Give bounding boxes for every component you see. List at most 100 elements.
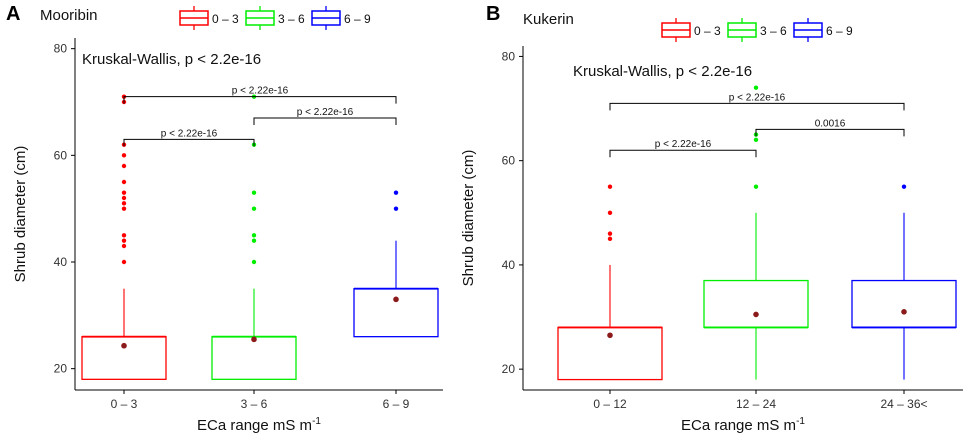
y-tick-label: 20 bbox=[54, 362, 68, 376]
x-tick-label: 12 – 24 bbox=[736, 397, 776, 411]
mean-point bbox=[121, 342, 127, 349]
legend: 0 – 3 3 – 6 6 – 9 bbox=[179, 6, 371, 30]
outlier-point bbox=[121, 163, 127, 169]
bracket-line bbox=[609, 102, 905, 111]
outlier-point bbox=[251, 238, 257, 243]
x-axis-label-superscript: -1 bbox=[796, 416, 805, 427]
x-axis-label-main: ECa range mS m bbox=[681, 417, 796, 434]
outlier-point bbox=[607, 236, 613, 242]
legend-label: 6 – 9 bbox=[826, 24, 853, 38]
site-title: Mooribin bbox=[40, 7, 98, 24]
outlier-point bbox=[121, 153, 127, 158]
outlier-point bbox=[121, 233, 127, 238]
outlier-point bbox=[607, 231, 613, 236]
comparison-bracket: p < 2.22e-16 bbox=[609, 139, 757, 158]
box bbox=[353, 288, 439, 338]
x-axis-label-main: ECa range mS m bbox=[197, 417, 312, 434]
bracket-line bbox=[123, 96, 397, 104]
y-tick-label: 40 bbox=[502, 258, 516, 272]
mean-point bbox=[251, 336, 257, 343]
mean-point bbox=[901, 309, 907, 315]
outlier-point bbox=[121, 190, 127, 195]
outlier-point bbox=[251, 206, 257, 211]
outlier-point bbox=[753, 85, 759, 90]
panel-letter: B bbox=[486, 3, 500, 25]
bracket-line bbox=[609, 149, 757, 158]
x-tick-label: 24 – 36< bbox=[880, 397, 927, 411]
panel-a: A Mooribin 0 – 3 3 – 6 6 – 9 Kruskal-Wallis, … bbox=[6, 3, 443, 434]
box-group: 24 – 36< bbox=[851, 184, 957, 411]
outlier-point bbox=[121, 201, 127, 206]
box bbox=[851, 279, 957, 329]
comparison-label: p < 2.22e-16 bbox=[729, 92, 786, 103]
box-group: 0 – 3 bbox=[81, 94, 167, 411]
outlier-point bbox=[251, 259, 257, 265]
y-axis-label: Shrub diameter (cm) bbox=[12, 146, 29, 283]
box-group: 12 – 24 bbox=[703, 85, 809, 411]
x-tick-label: 0 – 3 bbox=[111, 397, 138, 411]
outlier-point bbox=[607, 210, 613, 215]
outlier-point bbox=[121, 259, 127, 265]
comparison-label: 0.0016 bbox=[815, 118, 846, 129]
comparison-label: p < 2.22e-16 bbox=[232, 86, 289, 97]
test-label: Kruskal-Wallis, p < 2.2e-16 bbox=[573, 63, 752, 80]
outlier-point bbox=[121, 195, 127, 201]
box-group: 3 – 6 bbox=[211, 94, 297, 411]
legend-item: 6 – 9 bbox=[793, 18, 853, 42]
comparison-label: p < 2.22e-16 bbox=[161, 128, 218, 139]
outlier-point bbox=[121, 206, 127, 211]
legend-item: 6 – 9 bbox=[311, 6, 371, 30]
legend-label: 3 – 6 bbox=[760, 24, 787, 38]
legend: 0 – 3 3 – 6 6 – 9 bbox=[661, 18, 853, 42]
x-tick-label: 0 – 12 bbox=[593, 397, 627, 411]
box bbox=[703, 279, 809, 329]
bracket-line bbox=[123, 138, 255, 147]
outlier-point bbox=[753, 184, 759, 189]
x-tick-label: 6 – 9 bbox=[383, 397, 410, 411]
x-tick-label: 3 – 6 bbox=[241, 397, 268, 411]
site-title: Kukerin bbox=[523, 11, 574, 28]
comparison-bracket: 0.0016 bbox=[755, 118, 905, 137]
legend-label: 0 – 3 bbox=[694, 24, 721, 38]
y-tick-label: 60 bbox=[54, 148, 68, 162]
test-label: Kruskal-Wallis, p < 2.2e-16 bbox=[82, 51, 261, 68]
outlier-point bbox=[121, 238, 127, 243]
bracket-line bbox=[253, 117, 397, 125]
y-tick-label: 20 bbox=[502, 362, 516, 376]
outlier-point bbox=[607, 184, 613, 189]
comparison-label: p < 2.22e-16 bbox=[655, 139, 712, 150]
panel-letter: A bbox=[6, 3, 20, 25]
x-axis-label-superscript: -1 bbox=[312, 416, 321, 427]
y-tick-label: 60 bbox=[502, 154, 516, 168]
y-tick-label: 80 bbox=[502, 49, 516, 63]
outlier-point bbox=[121, 243, 127, 249]
comparison-label: p < 2.22e-16 bbox=[297, 107, 354, 118]
comparison-bracket: p < 2.22e-16 bbox=[123, 86, 397, 104]
legend-label: 3 – 6 bbox=[278, 12, 305, 26]
outlier-point bbox=[251, 190, 257, 195]
outlier-point bbox=[901, 184, 907, 189]
y-tick-label: 80 bbox=[54, 42, 68, 56]
mean-point bbox=[393, 296, 399, 303]
y-axis-label: Shrub diameter (cm) bbox=[460, 150, 477, 287]
outlier-point bbox=[753, 137, 759, 143]
outlier-point bbox=[121, 179, 127, 185]
mean-point bbox=[753, 311, 759, 318]
box-group: 0 – 12 bbox=[557, 184, 663, 411]
legend-item: 3 – 6 bbox=[727, 18, 787, 42]
outlier-point bbox=[393, 206, 399, 211]
y-tick-label: 40 bbox=[54, 255, 68, 269]
x-axis-label: ECa range mS m-1 bbox=[197, 416, 321, 434]
panel-b: B Kukerin 0 – 3 3 – 6 6 – 9 Kruskal-Wallis, p… bbox=[460, 3, 963, 434]
mean-point bbox=[607, 332, 613, 339]
x-axis-label: ECa range mS m-1 bbox=[681, 416, 805, 434]
legend-item: 3 – 6 bbox=[245, 6, 305, 30]
outlier-point bbox=[393, 190, 399, 195]
comparison-bracket: p < 2.22e-16 bbox=[123, 128, 255, 147]
outlier-point bbox=[251, 233, 257, 238]
legend-item: 0 – 3 bbox=[661, 18, 721, 42]
legend-item: 0 – 3 bbox=[179, 6, 239, 30]
box bbox=[211, 336, 297, 380]
comparison-bracket: p < 2.22e-16 bbox=[609, 92, 905, 111]
